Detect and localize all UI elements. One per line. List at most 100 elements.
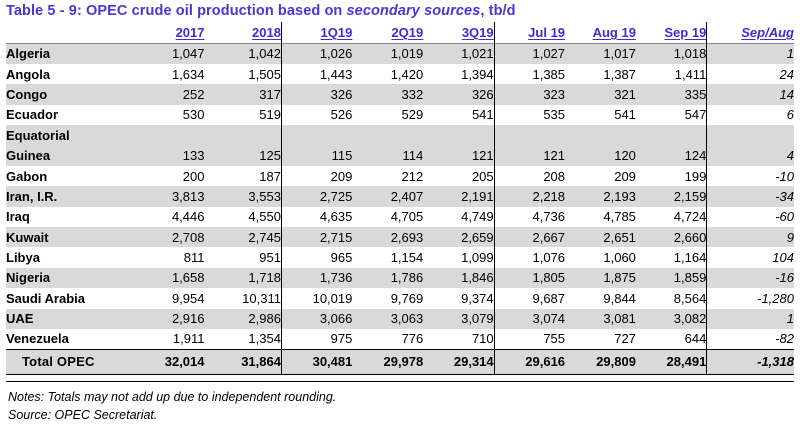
cell-2017: 2,708 [127, 227, 205, 248]
cell-jul19: 323 [494, 84, 566, 105]
cell-sep-aug: 24 [706, 63, 794, 85]
total-2018: 31,864 [204, 348, 282, 375]
table-row: Ecuador 530 519 526 529 541 535 541 547 … [6, 104, 794, 126]
row-label: Nigeria [6, 267, 128, 289]
cell-sep-aug: 14 [706, 84, 794, 105]
cell-3q19: 326 [423, 84, 495, 105]
cell-sep-aug: -16 [706, 267, 794, 289]
table-row: Saudi Arabia 9,954 10,311 10,019 9,769 9… [6, 288, 794, 309]
cell-jul19: 1,805 [494, 267, 566, 289]
column-header-2017: 2017 [175, 25, 205, 40]
cell-sep-aug: -1,280 [706, 288, 794, 309]
row-label: Ecuador [6, 104, 128, 126]
cell-2q19: 4,705 [352, 206, 424, 228]
opec-production-table: 2017 2018 1Q19 2Q19 3Q19 Jul 19 Aug 19 S… [6, 22, 794, 375]
cell-3q19: 710 [423, 328, 495, 350]
table-row: Guinea 133 125 115 114 121 121 120 124 4 [6, 145, 794, 166]
table-row: Libya 811 951 965 1,154 1,099 1,076 1,06… [6, 247, 794, 268]
cell-aug19: 1,060 [565, 247, 636, 268]
cell-empty [204, 125, 282, 146]
cell-sep19: 1,411 [635, 63, 708, 85]
cell-aug19: 4,785 [565, 206, 636, 228]
total-jul19: 29,616 [494, 348, 566, 375]
notes-line: Notes: Totals may not add up due to inde… [8, 390, 337, 404]
cell-2018: 317 [204, 84, 282, 105]
total-2q19: 29,978 [352, 348, 424, 375]
column-header-1q19: 1Q19 [320, 25, 353, 40]
cell-2018: 951 [204, 247, 282, 268]
cell-sep-aug: 1 [706, 42, 794, 64]
header-row: 2017 2018 1Q19 2Q19 3Q19 Jul 19 Aug 19 S… [6, 22, 794, 44]
title-suffix: , tb/d [480, 3, 516, 19]
cell-1q19: 10,019 [281, 288, 353, 309]
cell-2018: 1,042 [204, 42, 282, 64]
cell-jul19: 1,027 [494, 42, 566, 64]
cell-aug19: 1,387 [565, 63, 636, 85]
cell-aug19: 2,193 [565, 186, 636, 207]
cell-aug19: 9,844 [565, 288, 636, 309]
cell-1q19: 526 [281, 104, 353, 126]
cell-3q19: 4,749 [423, 206, 495, 228]
cell-sep19: 199 [635, 165, 708, 187]
cell-jul19: 2,667 [494, 227, 566, 248]
cell-empty [565, 125, 636, 146]
column-header-3q19: 3Q19 [423, 22, 495, 44]
cell-2q19: 9,769 [352, 288, 424, 309]
cell-sep19: 547 [635, 104, 708, 126]
cell-1q19: 1,443 [281, 63, 353, 85]
column-header-sep-aug: Sep/Aug [741, 25, 794, 40]
cell-3q19: 1,021 [423, 42, 495, 64]
cell-empty [635, 125, 708, 146]
opec-production-table-wrapper: 2017 2018 1Q19 2Q19 3Q19 Jul 19 Aug 19 S… [6, 22, 794, 375]
total-sep19: 28,491 [635, 348, 708, 375]
cell-3q19: 1,099 [423, 247, 495, 268]
cell-sep19: 2,159 [635, 186, 708, 207]
column-header-jul19: Jul 19 [528, 25, 566, 40]
cell-2018: 2,986 [204, 308, 282, 329]
cell-sep-aug: -34 [706, 186, 794, 207]
cell-sep19: 8,564 [635, 288, 708, 309]
total-2017: 32,014 [127, 348, 205, 375]
cell-sep-aug: -82 [706, 328, 794, 350]
cell-2q19: 1,420 [352, 63, 424, 85]
total-sep-aug: -1,318 [706, 348, 794, 375]
cell-2q19: 1,154 [352, 247, 424, 268]
table-row: Nigeria 1,658 1,718 1,736 1,786 1,846 1,… [6, 267, 794, 289]
cell-empty [494, 125, 566, 146]
cell-sep19: 335 [635, 84, 708, 105]
table-row-continuation: Equatorial [6, 125, 794, 146]
cell-sep-aug: -10 [706, 165, 794, 187]
cell-2018: 519 [204, 104, 282, 126]
row-label: Guinea [6, 145, 128, 166]
column-header-2q19: 2Q19 [391, 25, 424, 40]
column-header-aug19: Aug 19 [592, 25, 636, 40]
cell-jul19: 1,076 [494, 247, 566, 268]
cell-2018: 10,311 [204, 288, 282, 309]
row-label: Saudi Arabia [6, 288, 128, 309]
table-row: Algeria 1,047 1,042 1,026 1,019 1,021 1,… [6, 42, 794, 64]
cell-jul19: 2,218 [494, 186, 566, 207]
table-row: Gabon 200 187 209 212 205 208 209 199 -1… [6, 165, 794, 187]
cell-empty [281, 125, 353, 146]
cell-2017: 530 [127, 104, 205, 126]
cell-3q19: 205 [423, 165, 495, 187]
cell-2q19: 3,063 [352, 308, 424, 329]
cell-2017: 252 [127, 84, 205, 105]
cell-3q19: 541 [423, 104, 495, 126]
table-header: 2017 2018 1Q19 2Q19 3Q19 Jul 19 Aug 19 S… [6, 22, 794, 44]
cell-1q19: 2,715 [281, 227, 353, 248]
cell-3q19: 3,079 [423, 308, 495, 329]
table-bottom-double-rule [6, 381, 794, 384]
cell-2018: 1,505 [204, 63, 282, 85]
column-header-name [6, 22, 128, 44]
cell-1q19: 4,635 [281, 206, 353, 228]
cell-2018: 1,718 [204, 267, 282, 289]
cell-aug19: 2,651 [565, 227, 636, 248]
cell-sep-aug: 6 [706, 104, 794, 126]
total-3q19: 29,314 [423, 348, 495, 375]
table-row: Iraq 4,446 4,550 4,635 4,705 4,749 4,736… [6, 206, 794, 228]
cell-3q19: 1,394 [423, 63, 495, 85]
cell-sep19: 4,724 [635, 206, 708, 228]
cell-1q19: 326 [281, 84, 353, 105]
